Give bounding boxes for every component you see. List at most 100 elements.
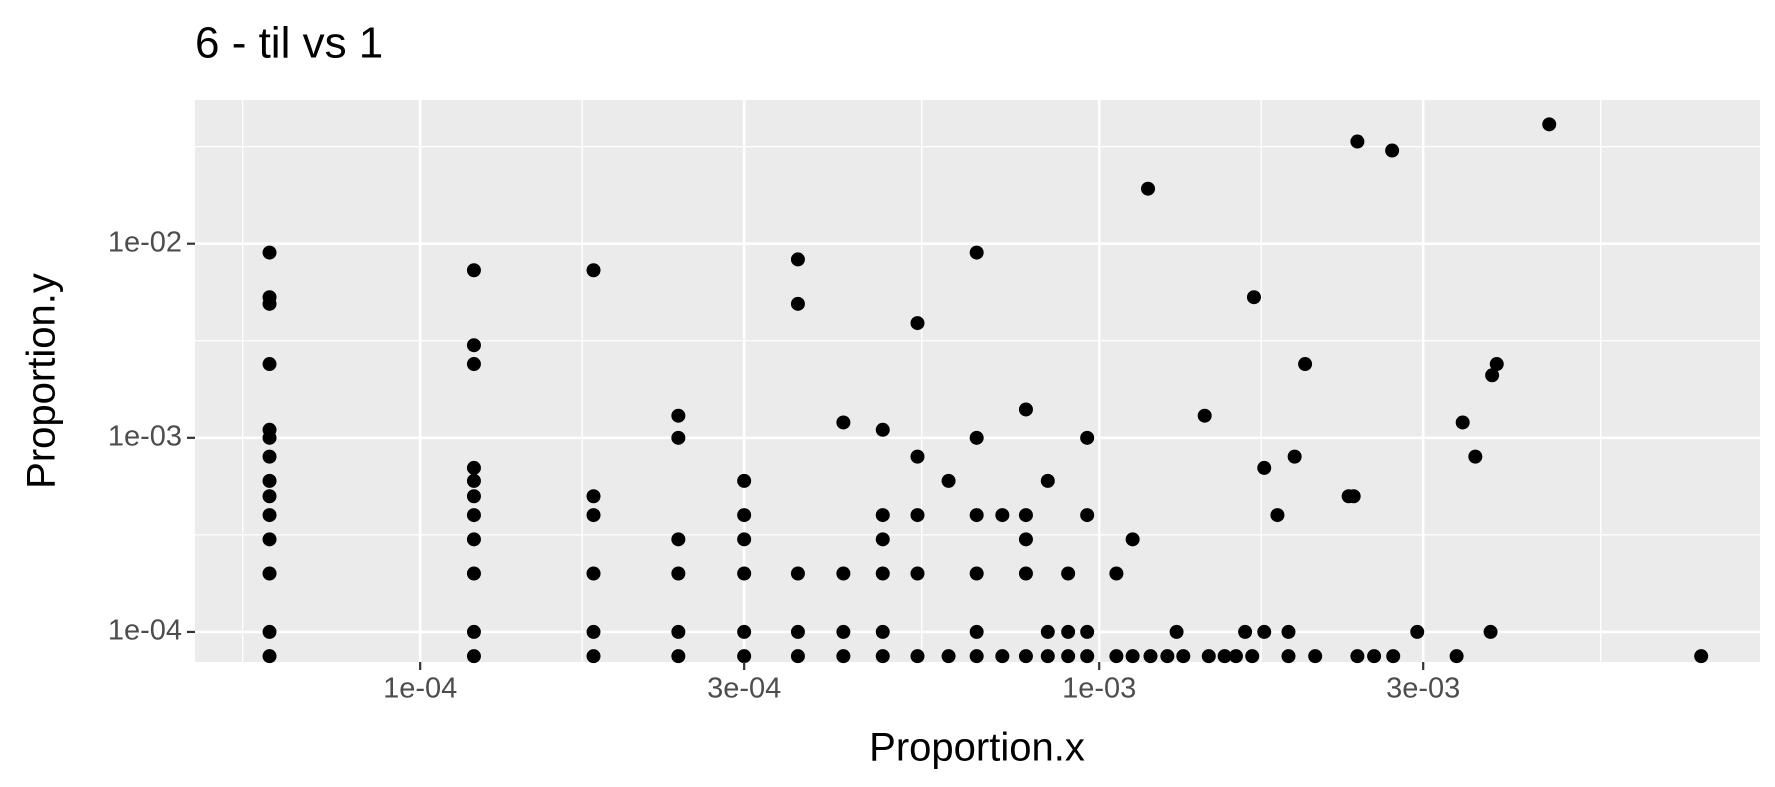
point xyxy=(875,566,890,581)
point xyxy=(586,649,601,664)
point xyxy=(969,245,984,260)
point xyxy=(1040,473,1055,488)
point xyxy=(1160,649,1175,664)
y-tick-label: 1e-04 xyxy=(108,615,182,647)
point xyxy=(671,624,686,639)
point xyxy=(910,316,925,331)
point xyxy=(737,624,752,639)
point xyxy=(790,296,805,311)
point xyxy=(466,338,481,353)
x-tick-label: 1e-04 xyxy=(383,673,457,705)
point xyxy=(1385,143,1400,158)
point xyxy=(1238,624,1253,639)
point xyxy=(1228,649,1243,664)
y-tick-label: 1e-03 xyxy=(108,420,182,452)
point xyxy=(1246,290,1261,305)
point xyxy=(1245,649,1260,664)
point xyxy=(969,430,984,445)
point xyxy=(466,532,481,547)
point xyxy=(836,624,851,639)
point xyxy=(1169,624,1184,639)
point xyxy=(671,430,686,445)
point xyxy=(1287,449,1302,464)
point xyxy=(1040,624,1055,639)
point xyxy=(1201,649,1216,664)
point xyxy=(875,508,890,523)
point xyxy=(790,566,805,581)
point xyxy=(1080,624,1095,639)
y-axis-title: Proportion.y xyxy=(20,273,64,489)
point xyxy=(466,489,481,504)
point xyxy=(995,508,1010,523)
point xyxy=(1483,624,1498,639)
point xyxy=(1018,508,1033,523)
point xyxy=(1367,649,1382,664)
point xyxy=(262,296,277,311)
point xyxy=(671,408,686,423)
point xyxy=(1080,430,1095,445)
point xyxy=(466,566,481,581)
point xyxy=(262,649,277,664)
point xyxy=(910,649,925,664)
point xyxy=(466,624,481,639)
point xyxy=(790,252,805,267)
chart-title: 6 - til vs 1 xyxy=(195,19,383,68)
point xyxy=(1308,649,1323,664)
point xyxy=(586,489,601,504)
marks xyxy=(262,117,1709,664)
point xyxy=(995,649,1010,664)
point xyxy=(969,566,984,581)
point xyxy=(737,508,752,523)
point xyxy=(1281,649,1296,664)
point xyxy=(790,649,805,664)
point xyxy=(1061,624,1076,639)
point xyxy=(1281,624,1296,639)
point xyxy=(586,508,601,523)
point xyxy=(1018,649,1033,664)
point xyxy=(1040,649,1055,664)
point xyxy=(910,449,925,464)
point xyxy=(262,566,277,581)
point xyxy=(671,532,686,547)
point xyxy=(262,245,277,260)
point xyxy=(1018,532,1033,547)
point xyxy=(262,532,277,547)
point xyxy=(466,263,481,278)
point xyxy=(836,649,851,664)
point xyxy=(875,422,890,437)
point xyxy=(1061,649,1076,664)
point xyxy=(466,649,481,664)
point xyxy=(262,489,277,504)
x-tick-label: 1e-03 xyxy=(1062,673,1136,705)
point xyxy=(969,649,984,664)
point xyxy=(941,649,956,664)
point xyxy=(1109,649,1124,664)
point xyxy=(1694,649,1709,664)
x-axis-title: Proportion.x xyxy=(869,726,1085,770)
point xyxy=(1217,649,1232,664)
point xyxy=(1386,649,1401,664)
point xyxy=(910,566,925,581)
point xyxy=(1061,566,1076,581)
point xyxy=(836,415,851,430)
point xyxy=(1298,357,1313,372)
point xyxy=(466,473,481,488)
point xyxy=(586,624,601,639)
point xyxy=(466,460,481,475)
point xyxy=(1455,415,1470,430)
point xyxy=(262,357,277,372)
point xyxy=(737,649,752,664)
point xyxy=(1018,566,1033,581)
point xyxy=(1489,357,1504,372)
point xyxy=(737,566,752,581)
x-tick-label: 3e-04 xyxy=(707,673,781,705)
point xyxy=(262,449,277,464)
point xyxy=(1109,566,1124,581)
point xyxy=(262,508,277,523)
point xyxy=(1350,134,1365,149)
point xyxy=(1143,649,1158,664)
point xyxy=(1350,649,1365,664)
point xyxy=(1468,449,1483,464)
point xyxy=(1449,649,1464,664)
point xyxy=(1018,402,1033,417)
